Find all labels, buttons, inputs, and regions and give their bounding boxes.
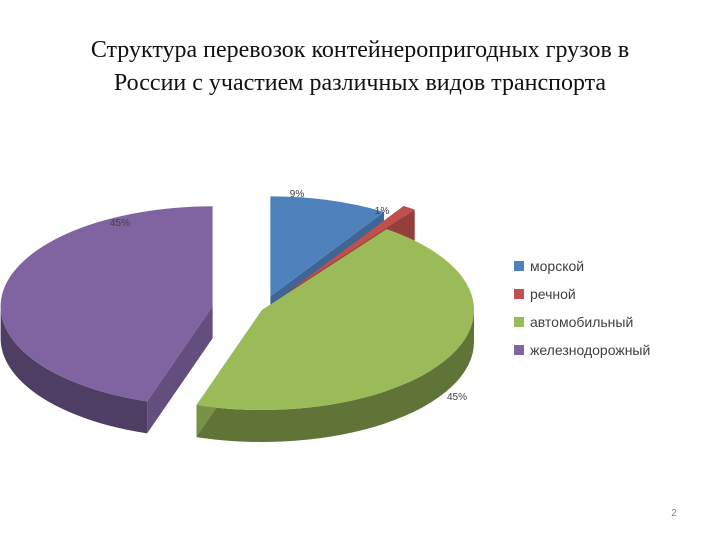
legend-swatch (514, 261, 524, 271)
legend-swatch (514, 289, 524, 299)
legend-swatch (514, 345, 524, 355)
pie-slice-автомобильный (196, 229, 475, 443)
pie-slice-железнодорожный (0, 206, 213, 434)
data-label-морской: 9% (290, 189, 305, 200)
legend-swatch (514, 317, 524, 327)
slide-title: Структура перевозок контейнеропригодных … (0, 34, 720, 100)
data-label-железнодорожный: 45% (110, 218, 130, 229)
title-line-2: России с участием различных видов трансп… (113, 70, 607, 96)
legend-label: автомобильный (530, 314, 633, 330)
title-line-1: Структура перевозок контейнеропригодных … (90, 37, 630, 63)
legend-item-железнодорожный: железнодорожный (514, 342, 650, 358)
legend-label: речной (530, 286, 576, 302)
data-label-речной: 1% (375, 206, 390, 217)
legend-item-автомобильный: автомобильный (514, 314, 633, 330)
legend-item-морской: морской (514, 258, 584, 274)
legend-item-речной: речной (514, 286, 576, 302)
page-number: 2 (671, 508, 677, 519)
legend-label: морской (530, 258, 584, 274)
legend-label: железнодорожный (530, 342, 650, 358)
data-label-автомобильный: 45% (447, 392, 467, 403)
